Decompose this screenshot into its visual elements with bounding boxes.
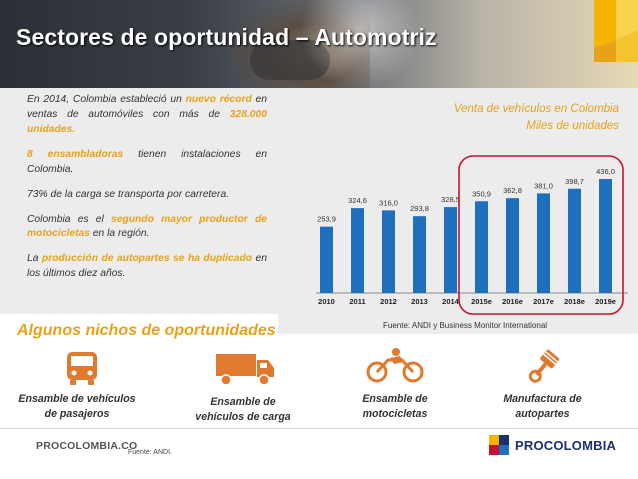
hero-banner — [0, 0, 638, 88]
tick-label: 2016e — [502, 297, 523, 306]
procolombia-logo-icon — [489, 435, 509, 455]
piston-icon — [528, 349, 560, 383]
chart-source: Fuente: ANDI y Business Monitor Internat… — [383, 321, 548, 330]
procolombia-wordmark: PROCOLOMBIA — [515, 437, 617, 453]
tick-label: 2013 — [411, 297, 428, 306]
value-label: 324,6 — [348, 196, 367, 205]
value-label: 398,7 — [565, 177, 584, 186]
vehicle-sales-chart: 253,9 2010 324,6 2011 316,0 2012 293,8 2013 328,… — [316, 155, 628, 315]
tick-label: 2014 — [442, 297, 460, 306]
bar-2015e — [475, 201, 488, 293]
bus-icon — [67, 352, 97, 385]
niches-title: Algunos nichos de oportunidades — [17, 322, 276, 339]
bar-2014 — [444, 207, 457, 293]
value-label: 316,0 — [379, 198, 398, 207]
light-glow — [300, 0, 420, 88]
tick-label: 2015e — [471, 297, 492, 306]
bar-2010 — [320, 226, 333, 293]
value-label: 350,9 — [472, 189, 491, 198]
tick-label: 2019e — [595, 297, 616, 306]
fact-autoparts: La producción de autopartes se ha duplic… — [27, 253, 267, 280]
niche-motorcycles: Ensamble de motocicletas — [362, 393, 428, 421]
bar-2012 — [382, 210, 395, 293]
bar-2018e — [568, 188, 581, 293]
footer-divider — [0, 428, 638, 429]
footer-source: Fuente: ANDI. — [128, 449, 172, 456]
forecast-highlight — [458, 155, 624, 315]
tick-label: 2010 — [318, 297, 335, 306]
tick-label: 2017e — [533, 297, 554, 306]
procolombia-corner-logo — [594, 0, 638, 62]
fact-cargo: 73% de la carga se transporta por carret… — [27, 188, 230, 200]
bar-2013 — [413, 216, 426, 293]
value-label: 328,5 — [441, 195, 460, 204]
value-label: 253,9 — [317, 215, 336, 224]
fact-motorcycles: Colombia es el segundo mayor productor d… — [27, 213, 267, 240]
tick-label: 2018e — [564, 297, 585, 306]
value-label: 293,8 — [410, 204, 429, 213]
bar-2017e — [537, 193, 550, 293]
facts-text: En 2014, Colombia estableció un nuevo ré… — [27, 93, 267, 292]
value-label: 362,8 — [503, 186, 522, 195]
truck-icon — [216, 354, 274, 386]
chart-subtitle: Miles de unidades — [526, 119, 619, 132]
value-label: 381,0 — [534, 181, 553, 190]
facts-panel — [0, 88, 278, 314]
bar-2019e — [599, 179, 612, 293]
chart-title-main: Venta de vehículos en Colombia — [453, 103, 619, 115]
value-label: 436,0 — [596, 167, 615, 176]
motorcycle-icon — [366, 348, 424, 383]
bar-2011 — [351, 208, 364, 293]
chart-title: Venta de vehículos en Colombia Miles de … — [454, 101, 619, 134]
bar-2016e — [506, 198, 519, 293]
procolombia-logo: PROCOLOMBIA — [488, 434, 616, 456]
fact-assemblers: 8 ensambladoras tienen instalaciones en … — [27, 148, 267, 175]
niche-cargo-vehicles: Ensamble de vehículos de carga — [195, 396, 291, 424]
slide-title: Sectores de oportunidad – Automotriz — [16, 24, 437, 50]
fact-record-sales: En 2014, Colombia estableció un nuevo ré… — [27, 94, 267, 135]
tick-label: 2011 — [349, 297, 365, 306]
niche-autoparts: Manufactura de autopartes — [503, 393, 582, 421]
procolombia-url[interactable]: PROCOLOMBIA.CO — [36, 440, 138, 452]
tick-label: 2012 — [380, 297, 397, 306]
niche-passenger-vehicles: Ensamble de vehículos de pasajeros — [18, 393, 136, 421]
